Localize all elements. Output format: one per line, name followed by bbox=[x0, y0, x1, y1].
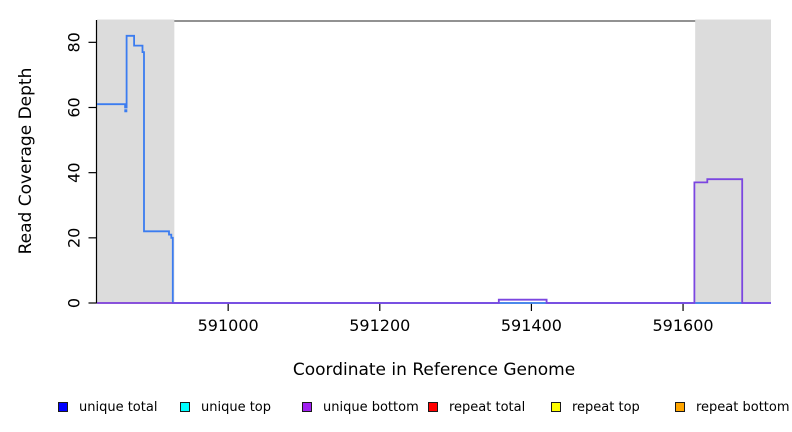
unique-bottom-swatch-icon bbox=[302, 402, 312, 412]
series-unique-bottom-line bbox=[97, 178, 771, 304]
repeat-bottom-swatch-icon bbox=[675, 402, 685, 412]
series-unique-total-line bbox=[97, 34, 771, 304]
unique-total-swatch-icon bbox=[58, 402, 68, 412]
masked-region bbox=[97, 19, 175, 304]
x-tick-label: 591600 bbox=[653, 316, 714, 335]
masked-region bbox=[695, 19, 771, 304]
legend-item-unique-top: unique top bbox=[180, 398, 271, 416]
x-tick-label: 591000 bbox=[198, 316, 259, 335]
legend-label: unique total bbox=[79, 399, 158, 415]
legend: unique total unique top unique bottom re… bbox=[0, 398, 792, 418]
legend-item-unique-bottom: unique bottom bbox=[302, 398, 419, 416]
y-tick-label: 40 bbox=[65, 162, 84, 182]
legend-label: repeat bottom bbox=[696, 399, 790, 415]
legend-item-repeat-total: repeat total bbox=[428, 398, 525, 416]
plot-area: 0 20 40 60 80 591000 591200 591400 591600 bbox=[65, 19, 771, 335]
y-tick-label: 20 bbox=[65, 228, 84, 248]
legend-item-repeat-top: repeat top bbox=[551, 398, 640, 416]
legend-label: unique top bbox=[201, 399, 272, 415]
legend-label: repeat total bbox=[449, 399, 526, 415]
data-point-marker bbox=[124, 109, 128, 113]
x-tick-label: 591200 bbox=[349, 316, 410, 335]
y-tick-label: 0 bbox=[65, 298, 84, 308]
x-axis-title: Coordinate in Reference Genome bbox=[292, 360, 576, 380]
legend-item-unique-total: unique total bbox=[58, 398, 157, 416]
repeat-total-swatch-icon bbox=[428, 402, 438, 412]
x-tick-label: 591400 bbox=[501, 316, 562, 335]
y-tick-label: 80 bbox=[65, 32, 84, 52]
legend-label: unique bottom bbox=[323, 399, 419, 415]
legend-item-repeat-bottom: repeat bottom bbox=[675, 398, 790, 416]
y-tick-label: 60 bbox=[65, 97, 84, 117]
repeat-top-swatch-icon bbox=[551, 402, 561, 412]
legend-label: repeat top bbox=[572, 399, 640, 415]
y-axis-title: Read Coverage Depth bbox=[16, 67, 36, 255]
unique-top-swatch-icon bbox=[180, 402, 190, 412]
